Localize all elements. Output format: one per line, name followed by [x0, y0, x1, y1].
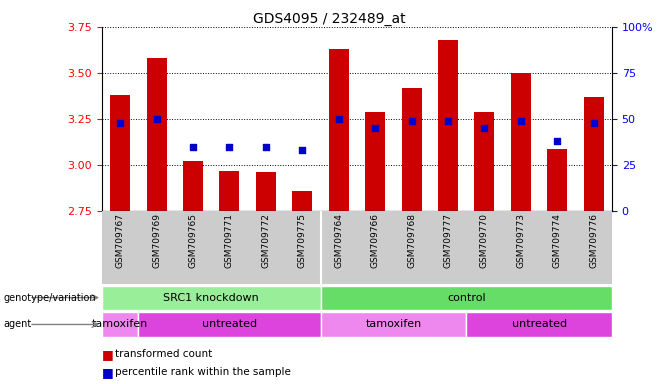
Text: control: control [447, 293, 486, 303]
Point [516, 118, 526, 124]
Bar [503, 211, 539, 284]
Bar [110, 95, 130, 211]
Point [261, 144, 271, 150]
Text: GDS4095 / 232489_at: GDS4095 / 232489_at [253, 12, 405, 25]
Bar [365, 112, 385, 211]
Text: untreated: untreated [511, 319, 567, 329]
Text: GSM709765: GSM709765 [189, 214, 197, 268]
Point [224, 144, 235, 150]
Bar [539, 211, 576, 284]
Text: ■: ■ [102, 348, 114, 361]
Point [151, 116, 162, 122]
Bar [511, 73, 531, 211]
Text: GSM709767: GSM709767 [116, 214, 125, 268]
Text: transformed count: transformed count [115, 349, 213, 359]
Bar [138, 313, 320, 336]
Text: GSM709776: GSM709776 [589, 214, 598, 268]
Text: agent: agent [3, 319, 32, 329]
Bar [175, 211, 211, 284]
Bar [102, 286, 320, 310]
Bar [474, 112, 494, 211]
Bar [438, 40, 458, 211]
Point [443, 118, 453, 124]
Text: GSM709773: GSM709773 [517, 214, 525, 268]
Bar [292, 191, 313, 211]
Text: GSM709774: GSM709774 [553, 214, 562, 268]
Text: percentile rank within the sample: percentile rank within the sample [115, 367, 291, 377]
Bar [467, 313, 612, 336]
Bar [138, 211, 175, 284]
Bar [320, 313, 467, 336]
Text: GSM709764: GSM709764 [334, 214, 343, 268]
Bar [467, 211, 503, 284]
Text: tamoxifen: tamoxifen [365, 319, 422, 329]
Bar [147, 58, 166, 211]
Bar [284, 211, 320, 284]
Text: ■: ■ [102, 366, 114, 379]
Text: GSM709775: GSM709775 [298, 214, 307, 268]
Bar [393, 211, 430, 284]
Point [297, 147, 307, 154]
Bar [584, 97, 604, 211]
Text: GSM709769: GSM709769 [152, 214, 161, 268]
Bar [547, 149, 567, 211]
Bar [102, 211, 138, 284]
Text: untreated: untreated [202, 319, 257, 329]
Bar [211, 211, 247, 284]
Bar [401, 88, 422, 211]
Bar [220, 170, 240, 211]
Point [552, 138, 563, 144]
Point [407, 118, 417, 124]
Bar [320, 286, 612, 310]
Bar [256, 172, 276, 211]
Text: SRC1 knockdown: SRC1 knockdown [163, 293, 259, 303]
Text: GSM709768: GSM709768 [407, 214, 416, 268]
Point [479, 125, 490, 131]
Text: GSM709771: GSM709771 [225, 214, 234, 268]
Point [334, 116, 344, 122]
Text: GSM709777: GSM709777 [443, 214, 453, 268]
Text: GSM709766: GSM709766 [370, 214, 380, 268]
Bar [247, 211, 284, 284]
Bar [329, 49, 349, 211]
Point [370, 125, 380, 131]
Bar [430, 211, 467, 284]
Point [188, 144, 198, 150]
Point [588, 120, 599, 126]
Bar [102, 313, 138, 336]
Text: GSM709772: GSM709772 [261, 214, 270, 268]
Bar [320, 211, 357, 284]
Text: GSM709770: GSM709770 [480, 214, 489, 268]
Text: genotype/variation: genotype/variation [3, 293, 96, 303]
Text: tamoxifen: tamoxifen [92, 319, 148, 329]
Bar [183, 161, 203, 211]
Bar [357, 211, 393, 284]
Point [115, 120, 126, 126]
Bar [576, 211, 612, 284]
